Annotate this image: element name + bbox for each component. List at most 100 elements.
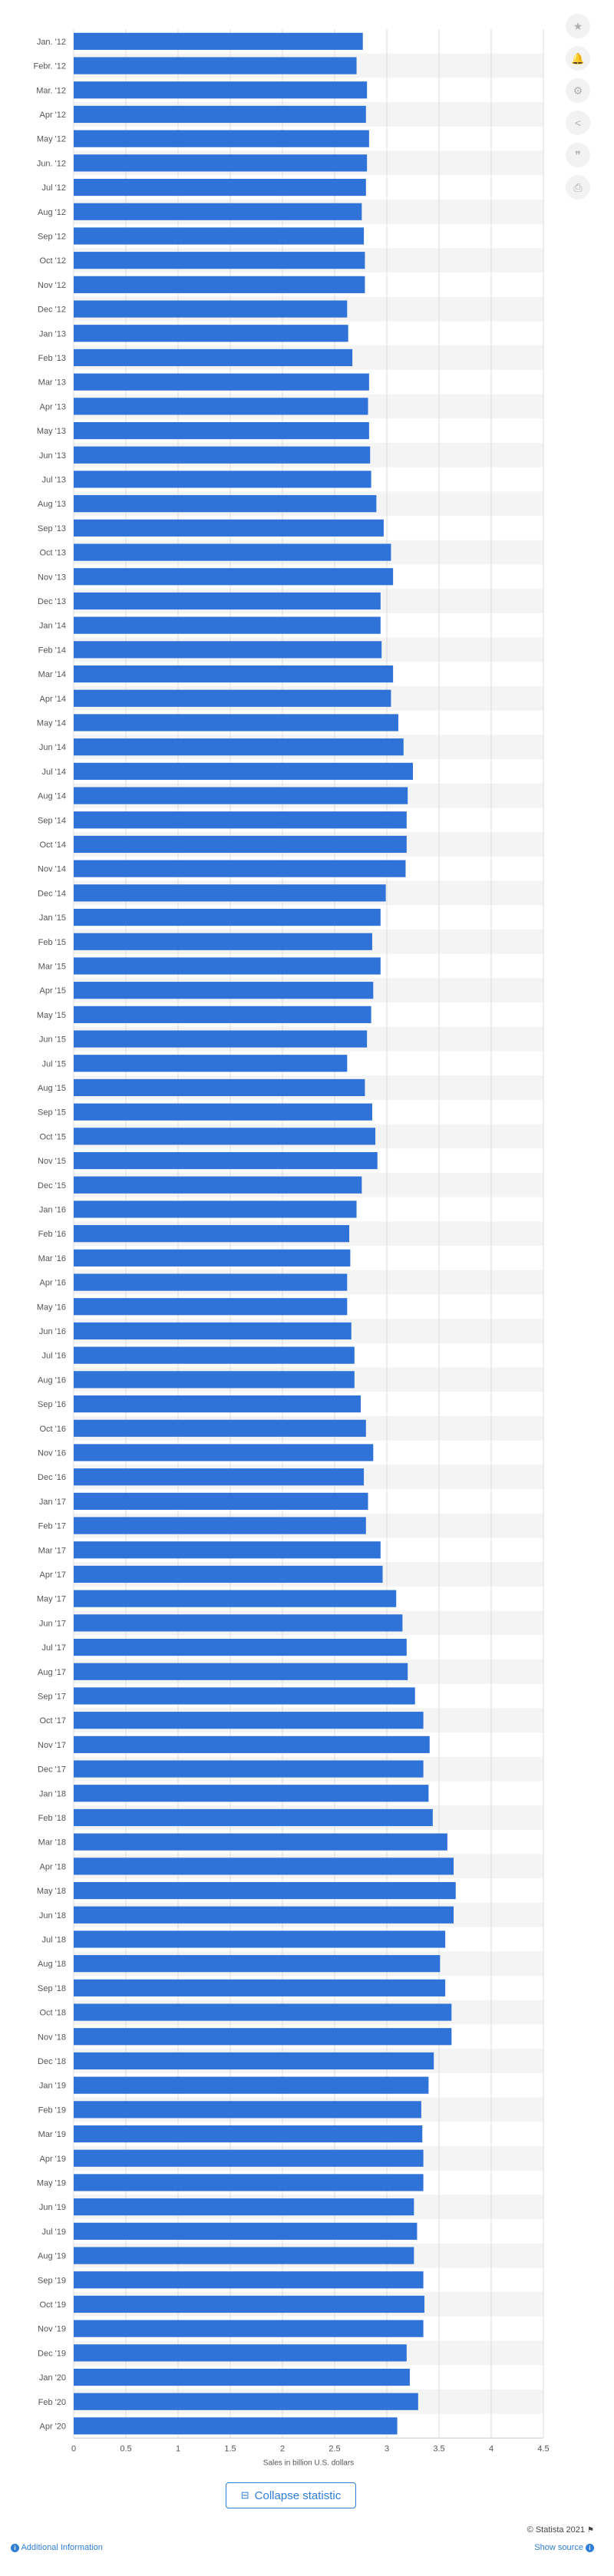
category-label: Aug '12 (38, 208, 66, 217)
bar (74, 641, 382, 659)
category-label: Apr '13 (39, 402, 66, 411)
category-labels: Jan. '12 Febr. '12 Mar. '12 Apr '12 May '12 J… (34, 38, 66, 2432)
settings-gear-icon[interactable]: ⚙ (566, 78, 590, 103)
category-label: Mar '15 (38, 962, 66, 971)
category-label: Sep '17 (38, 1692, 66, 1701)
bar (74, 1930, 446, 1948)
category-label: Dec '17 (38, 1765, 66, 1775)
bar (74, 227, 365, 245)
bar (74, 1979, 446, 1996)
x-tick-label: 2.5 (328, 2444, 340, 2453)
category-label: Oct '18 (39, 2009, 66, 2018)
bar (74, 276, 365, 293)
category-label: Oct '15 (39, 1132, 66, 1141)
x-tick-label: 0 (71, 2444, 76, 2453)
bar (74, 421, 369, 440)
flag-icon: ⚑ (587, 2526, 594, 2535)
x-tick-label: 3 (385, 2444, 389, 2453)
bar (74, 2222, 418, 2240)
bar (74, 1346, 355, 1364)
category-label: Nov '19 (38, 2325, 66, 2334)
side-toolbar: ★ 🔔 ⚙ < ❞ ⎙ (563, 14, 593, 207)
category-label: Apr '14 (39, 695, 66, 704)
bar (74, 471, 371, 488)
bar (74, 884, 386, 902)
category-label: Nov '14 (38, 865, 66, 874)
category-label: Jul '13 (42, 475, 66, 484)
bar (74, 1881, 456, 1900)
bar (74, 519, 384, 537)
bar (74, 2149, 424, 2167)
category-label: Jan '20 (39, 2373, 66, 2383)
bar (74, 2320, 424, 2337)
bar (74, 2076, 429, 2094)
x-tick-label: 3.5 (433, 2444, 444, 2453)
bar (74, 1395, 361, 1413)
category-label: Dec '15 (38, 1181, 66, 1191)
category-label: Dec '13 (38, 597, 66, 606)
bar (74, 348, 353, 367)
bar (74, 57, 357, 74)
additional-information-link[interactable]: i Additional Information (11, 2543, 103, 2552)
bar (74, 1078, 365, 1097)
category-label: May '12 (37, 135, 66, 144)
category-label: May '14 (37, 718, 66, 728)
bar (74, 2052, 434, 2070)
category-label: Apr '15 (39, 986, 66, 996)
category-label: Aug '14 (38, 792, 66, 801)
bar (74, 543, 391, 561)
x-axis-title: Sales in billion U.S. dollars (263, 2459, 354, 2467)
bar (74, 1225, 350, 1243)
show-source-link[interactable]: Show source i (534, 2543, 594, 2552)
bar (74, 1858, 454, 1875)
bar (74, 1468, 365, 1486)
category-label: Oct '13 (39, 549, 66, 558)
category-label: Aug '16 (38, 1376, 66, 1385)
category-label: Jul '12 (42, 183, 66, 193)
bar (74, 1808, 433, 1827)
bar (74, 1517, 366, 1534)
category-label: May '17 (37, 1595, 66, 1604)
category-label: Feb '20 (38, 2398, 66, 2407)
category-label: Apr '12 (39, 111, 66, 120)
category-label: Aug '19 (38, 2252, 66, 2261)
category-label: Jul '17 (42, 1643, 66, 1653)
bar (74, 860, 406, 877)
bar (74, 811, 407, 829)
bar (74, 2295, 424, 2313)
x-tick-label: 4 (489, 2444, 494, 2453)
x-tick-label: 0.5 (120, 2444, 131, 2453)
category-label: Feb '19 (38, 2105, 66, 2115)
x-tick-label: 4.5 (537, 2444, 549, 2453)
category-label: Mar '13 (38, 378, 66, 388)
favorite-star-icon[interactable]: ★ (566, 14, 590, 38)
bar (74, 373, 369, 391)
category-label: Jun '19 (39, 2203, 66, 2212)
category-label: Sep '14 (38, 816, 66, 825)
category-label: Nov '16 (38, 1448, 66, 1458)
category-label: Jul '19 (42, 2228, 66, 2237)
bar (74, 2417, 398, 2435)
bar (74, 1055, 348, 1072)
credit-text: © Statista 2021 (527, 2525, 586, 2535)
category-label: Apr '18 (39, 1862, 66, 1871)
bar (74, 1833, 447, 1851)
category-label: Aug '17 (38, 1668, 66, 1677)
category-label: Nov '15 (38, 1157, 66, 1166)
category-label: Feb '16 (38, 1230, 66, 1239)
bar (74, 2344, 407, 2362)
bar (74, 738, 404, 756)
bar (74, 2101, 421, 2119)
share-icon[interactable]: < (566, 111, 590, 135)
print-icon[interactable]: ⎙ (566, 175, 590, 200)
category-label: Nov '17 (38, 1741, 66, 1750)
category-label: Dec '16 (38, 1473, 66, 1482)
category-label: Mar '17 (38, 1546, 66, 1555)
notification-bell-icon[interactable]: 🔔 (566, 46, 590, 71)
bar (74, 1444, 374, 1461)
collapse-statistic-button[interactable]: ⊟ Collapse statistic (226, 2482, 356, 2508)
bar (74, 1541, 381, 1559)
category-label: Feb '17 (38, 1522, 66, 1531)
category-label: Mar. '12 (36, 86, 66, 95)
cite-quote-icon[interactable]: ❞ (566, 143, 590, 167)
